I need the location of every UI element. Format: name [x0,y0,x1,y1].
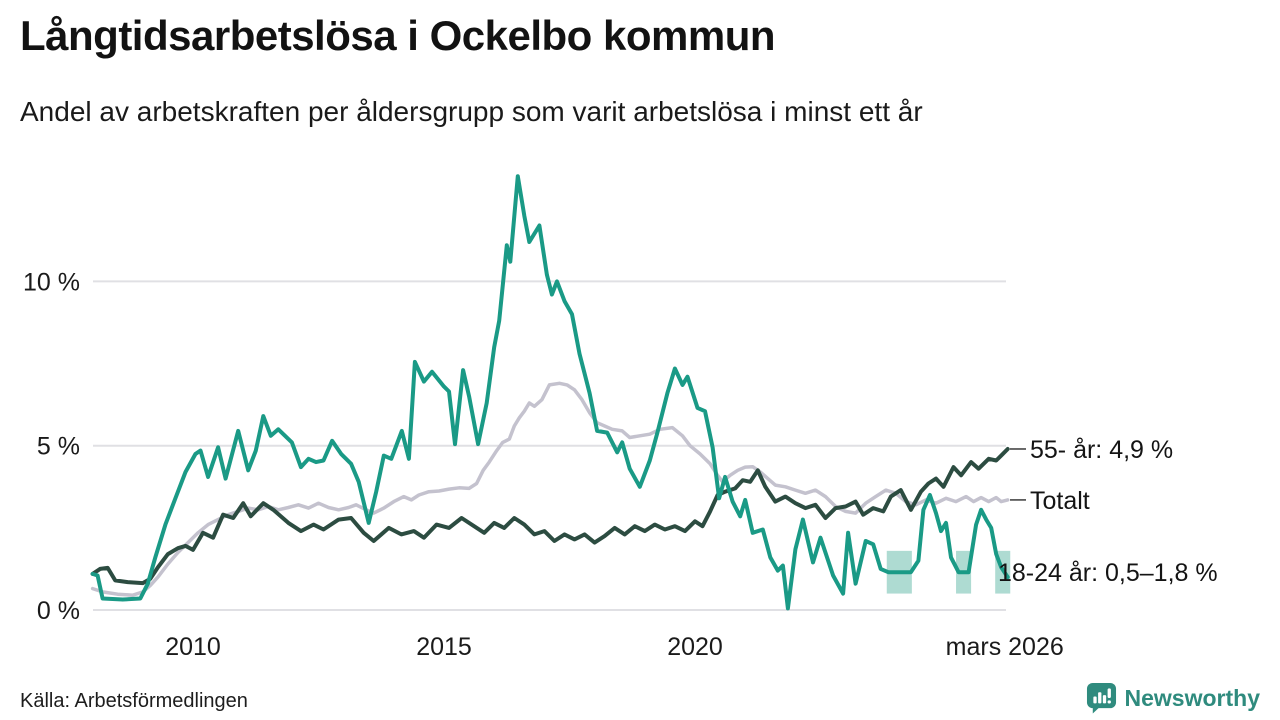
x-axis-tick-label: 2020 [667,633,723,661]
annotation-label: 55- år: 4,9 % [1030,436,1173,464]
x-axis-tick-label: mars 2026 [946,633,1064,661]
newsworthy-bubble-icon [1086,682,1116,714]
newsworthy-logo[interactable]: Newsworthy [1086,682,1260,714]
annotation-label: 18-24 år: 0,5–1,8 % [998,559,1218,587]
y-axis-tick-label: 0 % [37,597,80,625]
page-title: Långtidsarbetslösa i Ockelbo kommun [20,12,776,59]
series-line-18-24-r [90,174,1010,611]
y-axis-tick-label: 10 % [23,268,80,296]
page-subtitle: Andel av arbetskraften per åldersgrupp s… [20,96,923,127]
x-axis-tick-label: 2010 [165,633,221,661]
x-axis-tick-label: 2015 [416,633,472,661]
series-line-55-r [90,447,1010,586]
annotation-label: Totalt [1030,487,1090,515]
series-line-totalt [90,381,1010,597]
newsworthy-wordmark: Newsworthy [1124,684,1260,711]
source-text: Källa: Arbetsförmedlingen [20,690,248,712]
y-axis-tick-label: 5 % [37,433,80,461]
